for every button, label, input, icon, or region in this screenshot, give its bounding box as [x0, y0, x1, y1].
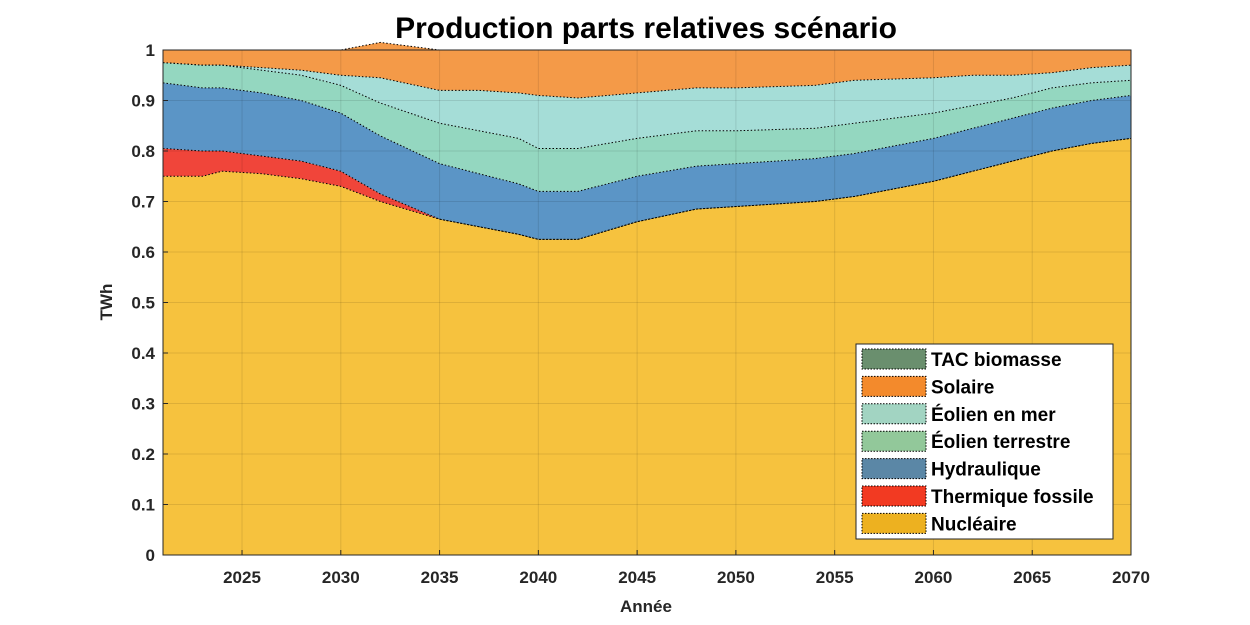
legend-swatch-nucleaire [861, 512, 927, 534]
legend-swatch-tac-biomasse [861, 348, 927, 370]
x-tick-label: 2050 [717, 568, 755, 587]
x-tick-label: 2040 [519, 568, 557, 587]
legend-swatch-eolien-terrestre [861, 430, 927, 452]
legend-label-tac-biomasse: TAC biomasse [931, 350, 1062, 371]
boundary-nucleaire [163, 137, 1132, 240]
y-tick-label: 0.9 [131, 92, 155, 111]
x-tick-label: 2045 [618, 568, 656, 587]
x-tick-label: 2030 [322, 568, 360, 587]
y-tick-label: 1 [146, 41, 155, 60]
y-axis-ticks: 0 0.1 0.2 0.3 0.4 0.5 0.6 0.7 0.8 0.9 1 [131, 41, 168, 565]
y-tick-label: 0.4 [131, 344, 155, 363]
boundary-eolien-en-mer [162, 62, 1132, 99]
legend-label-nucleaire: Nucléaire [931, 514, 1017, 535]
y-tick-label: 0.6 [131, 243, 155, 262]
legend-label-eolien-terrestre: Éolien terrestre [931, 431, 1070, 453]
x-axis-ticks: 2025 2030 2035 2040 2045 2050 2055 2060 2065 2070 [223, 550, 1150, 587]
x-tick-label: 2060 [915, 568, 953, 587]
legend: TAC biomasse Solaire Éolien en mer Éolien t… [855, 343, 1114, 540]
y-tick-label: 0.7 [131, 193, 155, 212]
y-axis-title: TWh [97, 284, 116, 321]
series-boundary-lines [162, 41, 1132, 240]
chart-title: Production parts relatives scénario [395, 12, 897, 45]
y-tick-label: 0.1 [131, 496, 155, 515]
area-eolien-terrestre [163, 62, 1131, 192]
y-tick-label: 0.2 [131, 445, 155, 464]
boundary-hydraulique [162, 82, 1132, 192]
y-tick-label: 0 [146, 546, 155, 565]
x-tick-label: 2070 [1112, 568, 1150, 587]
area-thermique-fossile [163, 138, 1131, 240]
grid-lines [163, 50, 1131, 555]
legend-swatch-thermique-fossile [861, 485, 927, 507]
area-solaire [163, 42, 1131, 98]
legend-swatch-eolien-en-mer [861, 403, 927, 425]
y-tick-label: 0.3 [131, 395, 155, 414]
legend-label-solaire: Solaire [931, 377, 994, 398]
legend-label-eolien-en-mer: Éolien en mer [931, 404, 1056, 426]
y-tick-label: 0.5 [131, 294, 155, 313]
x-tick-label: 2055 [816, 568, 854, 587]
legend-label-thermique-fossile: Thermique fossile [931, 487, 1094, 508]
area-eolien-en-mer [163, 62, 1131, 149]
legend-swatch-solaire [861, 375, 927, 397]
legend-label-hydraulique: Hydraulique [931, 460, 1041, 481]
area-hydraulique [163, 82, 1131, 240]
legend-swatch-hydraulique [861, 458, 927, 480]
x-tick-label: 2025 [223, 568, 261, 587]
x-tick-label: 2035 [421, 568, 459, 587]
y-tick-label: 0.8 [131, 142, 155, 161]
boundary-eolien-terrestre [162, 62, 1132, 149]
x-tick-label: 2065 [1013, 568, 1051, 587]
x-axis-title: Année [620, 597, 672, 616]
